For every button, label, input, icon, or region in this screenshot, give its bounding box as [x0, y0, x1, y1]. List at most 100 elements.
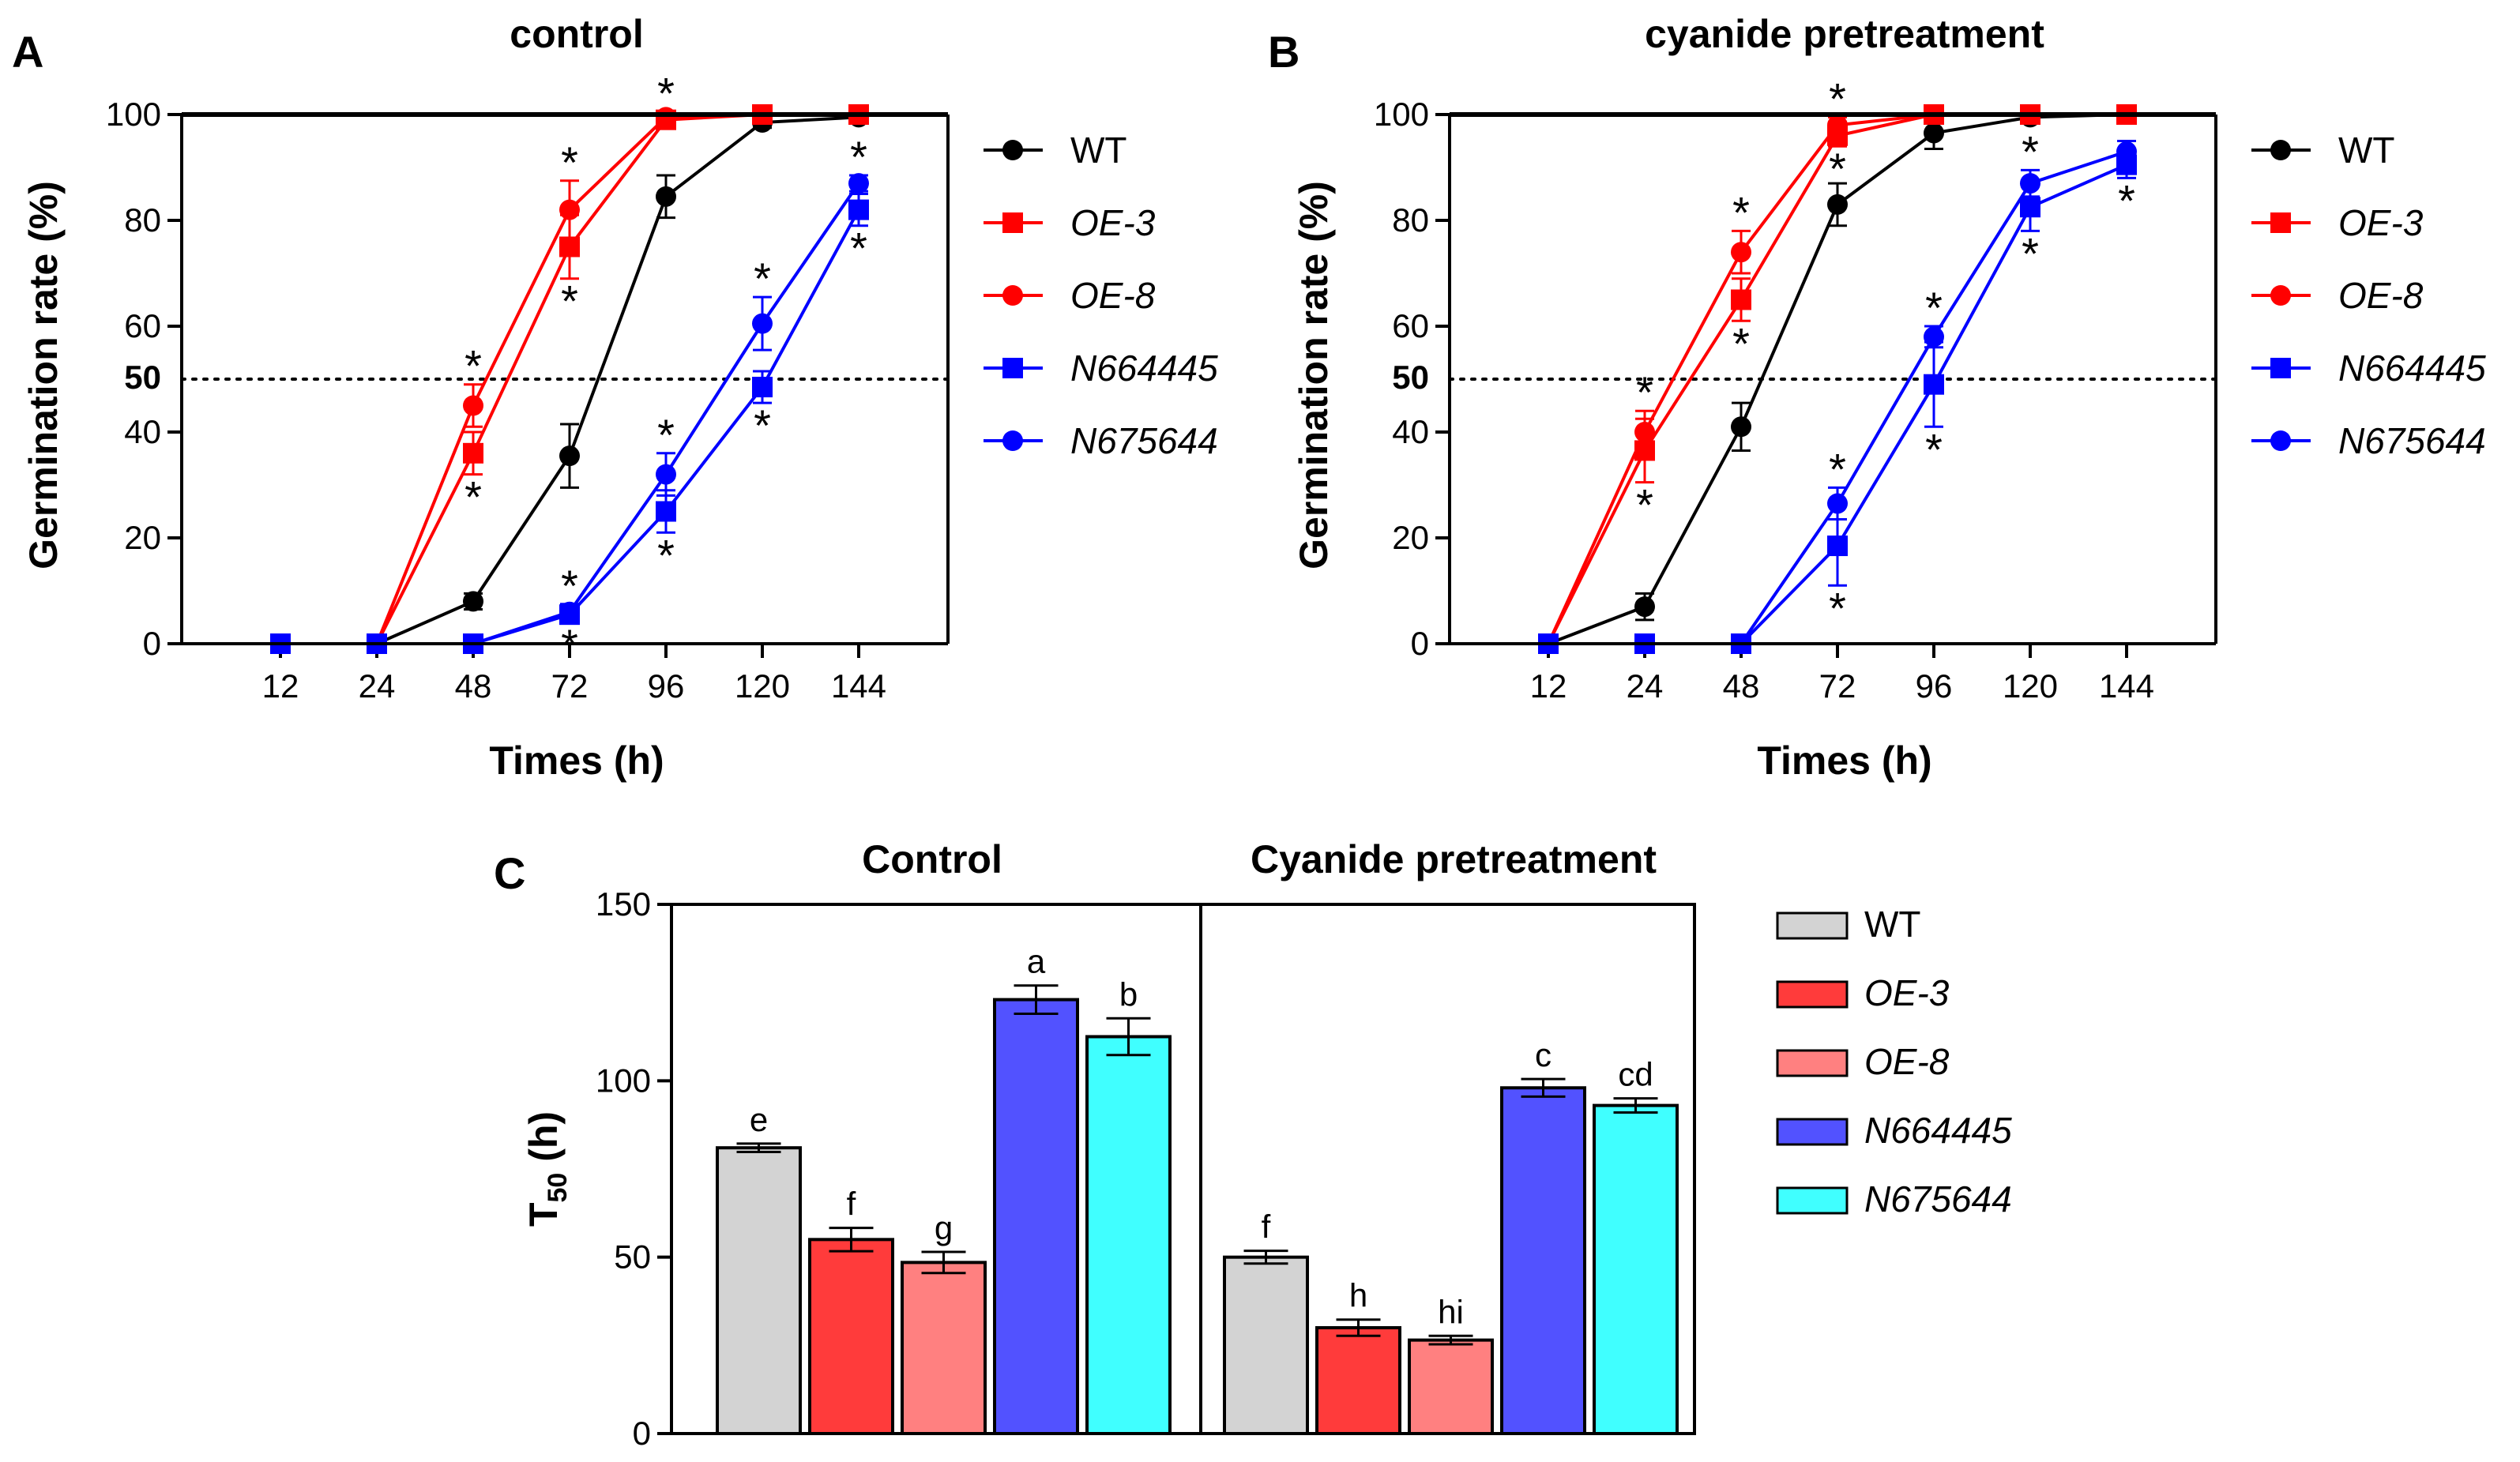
legend-item-n675644: N675644 — [984, 420, 1218, 461]
panel-a-letter: A — [12, 27, 43, 77]
y-tick-label: 100 — [596, 1062, 651, 1099]
legend-label: N675644 — [1070, 420, 1218, 461]
bar-n664445 — [1500, 1086, 1586, 1436]
y-tick-label: 150 — [596, 885, 651, 923]
data-point — [1731, 416, 1751, 438]
significance-star: * — [561, 137, 578, 187]
legend-swatch — [1776, 1118, 1849, 1146]
x-tick-label: 96 — [1916, 667, 1953, 705]
significance-letter: g — [935, 1209, 953, 1246]
y-title-main: T — [521, 1203, 566, 1227]
significance-star: * — [1732, 318, 1750, 368]
legend-label: N664445 — [2338, 348, 2486, 389]
data-point — [2020, 173, 2040, 194]
legend-marker — [1002, 358, 1023, 378]
significance-star: * — [561, 276, 578, 326]
significance-star: * — [2022, 228, 2039, 278]
significance-star: * — [1732, 187, 1750, 237]
y-title-subscript: 50 — [543, 1173, 573, 1203]
panel-a-title: control — [510, 12, 643, 56]
plot-frame — [670, 903, 1696, 1435]
legend-item-oe-3: OE-3 — [2251, 202, 2424, 243]
significance-star: * — [1636, 480, 1653, 530]
legend-item-wt: WT — [984, 130, 1127, 171]
data-point — [2020, 197, 2040, 218]
data-point — [1924, 374, 1944, 395]
legend-label: N675644 — [1864, 1178, 2012, 1220]
legend-item-oe-3: OE-3 — [1776, 972, 1950, 1013]
panel-c-letter: C — [494, 848, 525, 898]
legend-item-n664445: N664445 — [984, 348, 1218, 389]
significance-star: * — [1925, 283, 1943, 333]
panel-a-line-chart: A control Times (h) Germination rate (%)… — [12, 12, 1218, 783]
y-tick-label: 50 — [1392, 359, 1429, 396]
bar-oe-8 — [901, 1261, 987, 1436]
legend-swatch — [1776, 1186, 1849, 1215]
data-point — [656, 107, 676, 128]
significance-star: * — [2022, 126, 2039, 176]
significance-letter: e — [750, 1101, 768, 1138]
data-point — [1634, 422, 1655, 442]
y-tick-label: 20 — [124, 519, 161, 556]
data-point — [1827, 536, 1848, 557]
legend-label: WT — [2338, 130, 2395, 171]
legend-label: WT — [1070, 130, 1127, 171]
y-tick-label: 80 — [1392, 201, 1429, 239]
significance-letter: cd — [1618, 1056, 1653, 1093]
significance-letter: f — [1262, 1208, 1271, 1246]
legend-label: WT — [1864, 904, 1921, 945]
panel-c-group-title-control: Control — [862, 837, 1002, 881]
data-point — [463, 395, 483, 416]
y-tick-label: 40 — [1392, 413, 1429, 450]
data-point — [656, 186, 676, 207]
data-point — [1827, 115, 1848, 136]
legend-marker — [1002, 212, 1023, 233]
significance-star: * — [1636, 367, 1653, 417]
panel-b-letter: B — [1268, 27, 1299, 77]
y-tick-label: 0 — [1411, 625, 1429, 662]
x-tick-label: 144 — [831, 667, 886, 705]
series-n675644: * * * — [1538, 126, 2137, 654]
significance-star: * — [657, 410, 675, 460]
x-tick-label: 72 — [1819, 667, 1856, 705]
series-n664445: * * * * — [1538, 150, 2137, 654]
legend-item-wt: WT — [1776, 904, 1921, 945]
y-tick-label: 0 — [143, 625, 161, 662]
legend-item-oe-8: OE-8 — [1776, 1041, 1950, 1082]
legend-marker — [2270, 140, 2291, 160]
legend-item-n675644: N675644 — [1776, 1178, 2012, 1220]
legend-label: N664445 — [1070, 348, 1218, 389]
significance-star: * — [1829, 583, 1846, 633]
x-tick-label: 12 — [262, 667, 299, 705]
legend-marker — [2270, 285, 2291, 306]
legend-marker — [2270, 430, 2291, 451]
legend-label: N664445 — [1864, 1110, 2012, 1151]
legend-swatch — [1776, 1049, 1849, 1077]
legend-label: OE-3 — [1070, 202, 1156, 243]
significance-star: * — [561, 561, 578, 611]
bar-n675644 — [1593, 1103, 1679, 1435]
x-tick-label: 48 — [455, 667, 492, 705]
data-point — [463, 591, 483, 612]
legend-label: N675644 — [2338, 420, 2486, 461]
data-point — [1827, 194, 1848, 215]
y-tick-label: 50 — [124, 359, 161, 396]
bar-group-0: e f g a b — [716, 943, 1172, 1436]
x-tick-label: 96 — [648, 667, 685, 705]
legend-marker — [2270, 212, 2291, 233]
legend-marker — [2270, 358, 2291, 378]
x-tick-label: 12 — [1530, 667, 1567, 705]
legend-swatch — [1776, 911, 1849, 940]
significance-star: * — [1925, 424, 1943, 474]
data-point — [1731, 242, 1751, 263]
x-tick-label: 120 — [2003, 667, 2058, 705]
legend-item-n675644: N675644 — [2251, 420, 2486, 461]
bar-n675644 — [1085, 1035, 1172, 1435]
significance-letter: a — [1027, 943, 1046, 980]
significance-star: * — [1829, 73, 1846, 123]
bar-oe-3 — [1315, 1326, 1401, 1435]
y-tick-label: 60 — [124, 307, 161, 344]
significance-letter: b — [1119, 975, 1138, 1013]
